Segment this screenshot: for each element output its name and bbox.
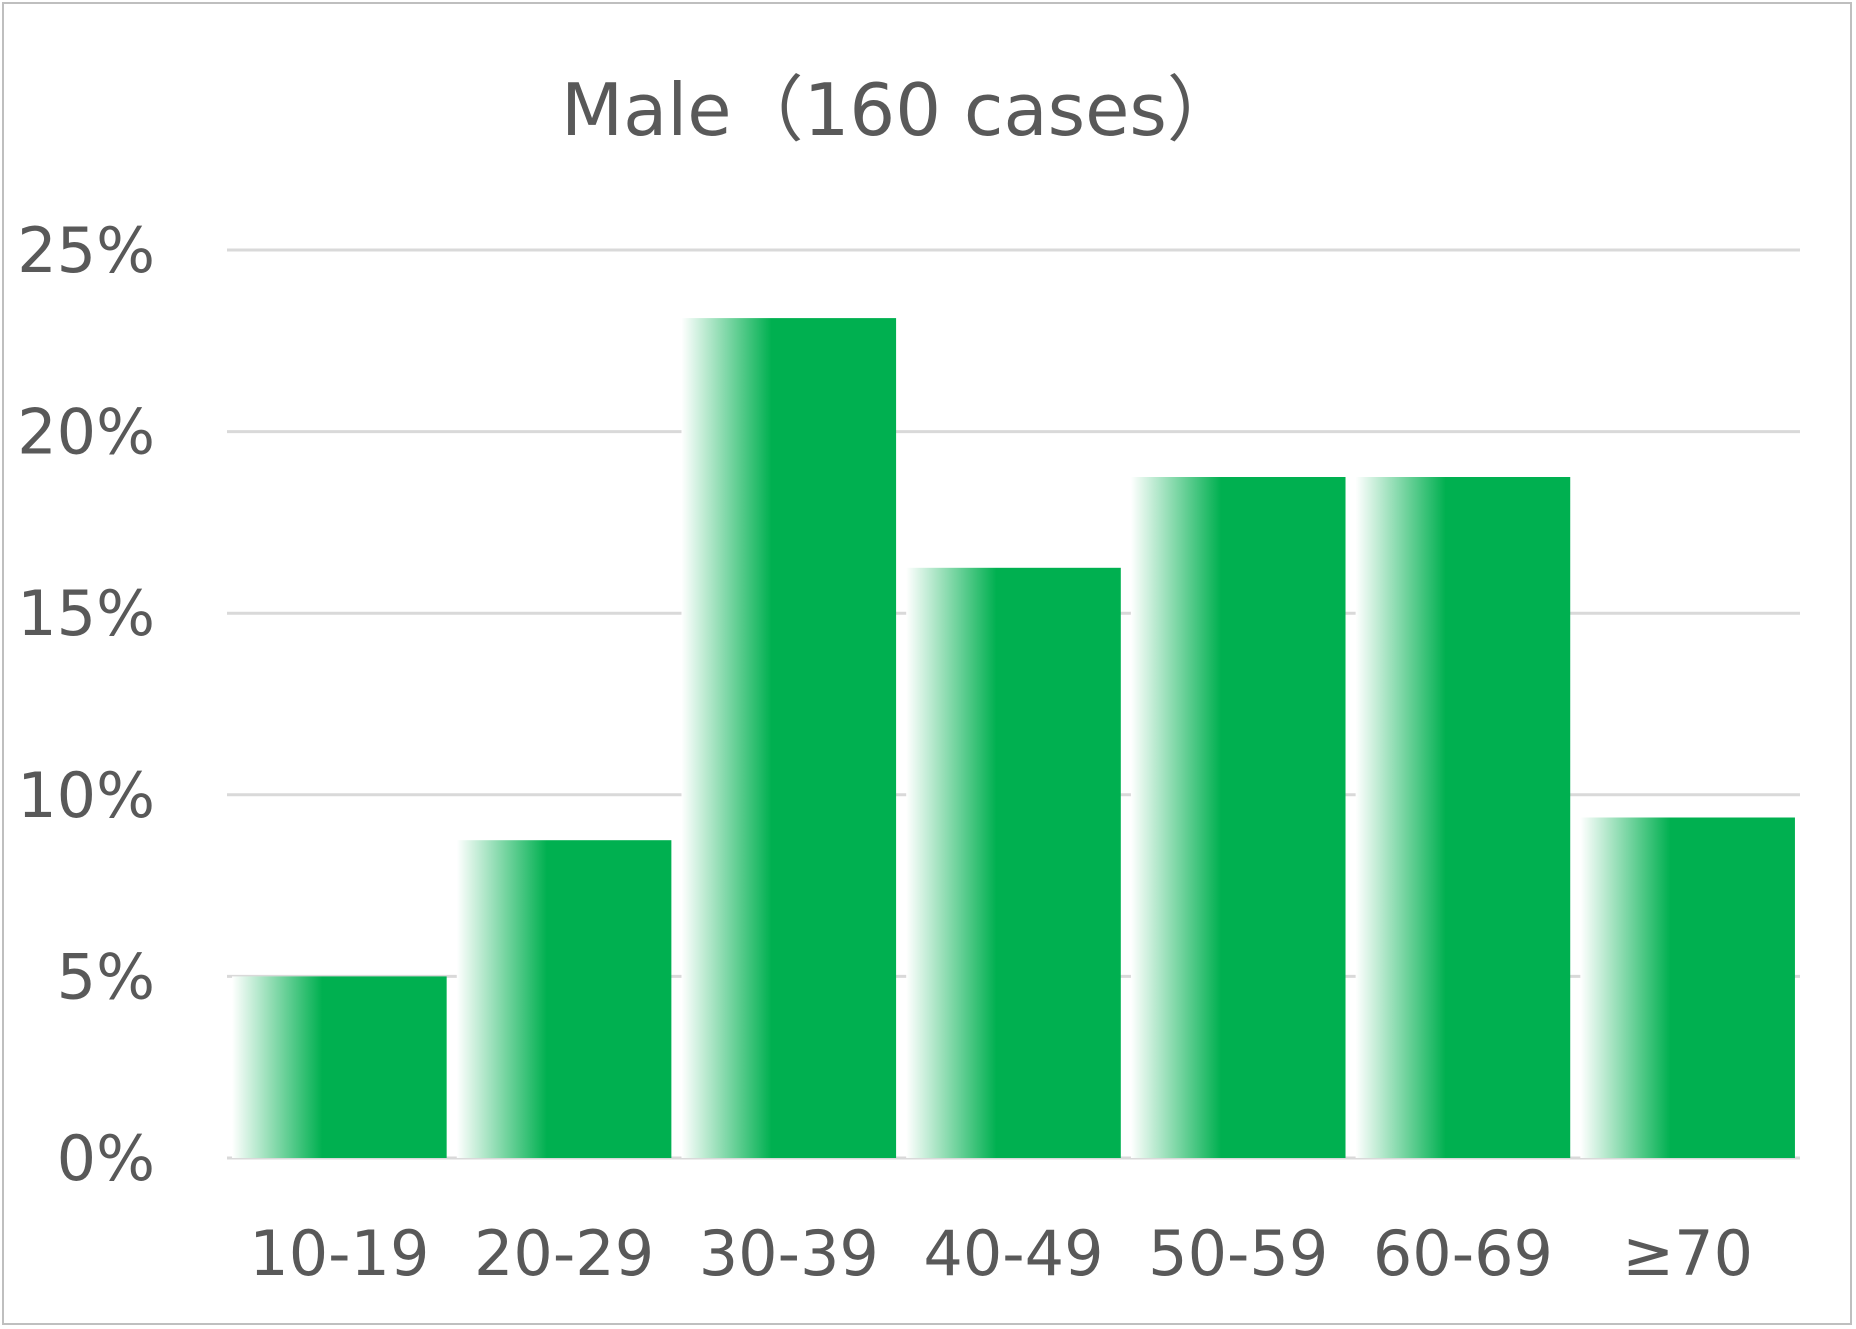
bar-10-19 — [232, 976, 447, 1158]
bar-30-39 — [681, 318, 897, 1159]
y-axis-tick-labels: 0% 5% 10% 15% 20% 25% — [17, 214, 155, 1195]
x-tick-label: 30-39 — [699, 1217, 879, 1290]
y-tick-label: 25% — [17, 214, 155, 287]
bar-60-69 — [1355, 477, 1571, 1158]
bar-40-49 — [906, 567, 1121, 1158]
bar-50-59 — [1130, 477, 1346, 1158]
chart-title: Male（160 cases） — [561, 68, 1239, 152]
bar-20-29 — [456, 840, 672, 1158]
x-axis-tick-labels: 10-19 20-29 30-39 40-49 50-59 60-69 ≥70 — [249, 1217, 1753, 1290]
y-tick-label: 10% — [17, 759, 155, 832]
bar-≥70 — [1580, 817, 1795, 1158]
x-tick-label: 40-49 — [923, 1217, 1103, 1290]
x-tick-label: 60-69 — [1373, 1217, 1553, 1290]
x-tick-label: 50-59 — [1148, 1217, 1328, 1290]
bars — [232, 318, 1795, 1159]
y-tick-label: 0% — [57, 1122, 155, 1195]
y-tick-label: 15% — [17, 577, 155, 650]
x-tick-label: 20-29 — [474, 1217, 654, 1290]
y-tick-label: 5% — [57, 940, 155, 1013]
x-tick-label: 10-19 — [249, 1217, 429, 1290]
y-tick-label: 20% — [17, 396, 155, 469]
x-tick-label: ≥70 — [1622, 1217, 1753, 1290]
